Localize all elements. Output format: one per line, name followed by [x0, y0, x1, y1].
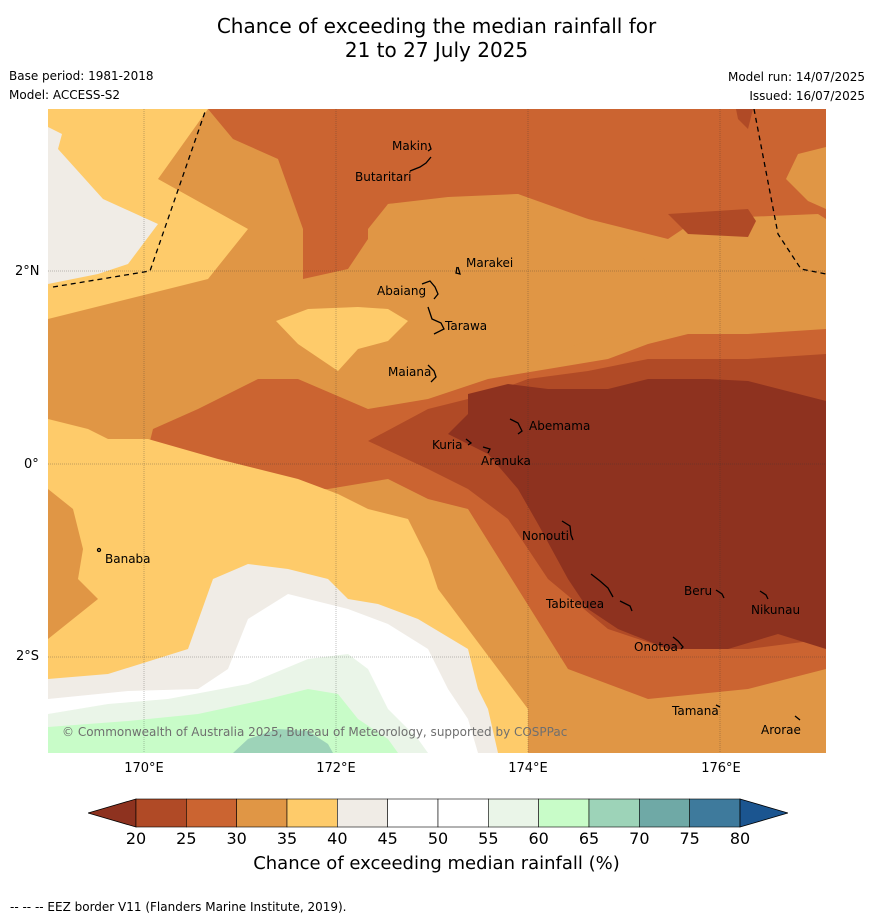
colorbar-under-arrow [88, 798, 137, 828]
colorbar-tick-label: 60 [528, 829, 549, 848]
label-kuria: Kuria [432, 438, 463, 452]
onotoa-island [672, 636, 684, 650]
label-tarawa: Tarawa [444, 319, 487, 333]
maiana-island [427, 364, 437, 383]
region-30-35-northeast [786, 147, 826, 209]
region-35-40-lens [276, 307, 408, 371]
lat-label-2s: 2°S [16, 649, 40, 664]
region-40-45-northwest [48, 127, 158, 284]
label-beru: Beru [684, 584, 712, 598]
region-65-70 [233, 729, 333, 753]
butaritari-island [409, 156, 432, 172]
colorbar-tick-label: 50 [427, 829, 449, 848]
banaba-island [96, 547, 102, 553]
colorbar-segment [387, 798, 439, 828]
lon-label-176e: 176°E [701, 761, 741, 776]
label-abemama: Abemama [529, 419, 590, 433]
label-arorae: Arorae [761, 723, 801, 737]
lon-label-172e: 172°E [316, 761, 356, 776]
copyright-notice: © Commonwealth of Australia 2025, Bureau… [62, 725, 567, 739]
island-outlines [96, 142, 801, 721]
colorbar-segment [488, 798, 539, 828]
colorbar-tick-label: 35 [276, 829, 298, 848]
colorbar-tick-label: 70 [629, 829, 650, 848]
chart-title-line2: 21 to 27 July 2025 [344, 38, 529, 62]
eez-border-east [753, 109, 826, 275]
makin-island [427, 142, 432, 152]
colorbar-tick-label: 75 [679, 829, 700, 848]
label-onotoa: Onotoa [634, 640, 678, 654]
tamana-island [715, 704, 721, 708]
label-marakei: Marakei [466, 256, 513, 270]
colorbar-segment [337, 798, 388, 828]
colorbar-segment [437, 798, 489, 828]
aranuka-island [482, 446, 491, 454]
region-20-25-northeast-edge [736, 109, 753, 129]
arorae-island [794, 715, 801, 721]
colorbar-tick-label: 20 [125, 829, 147, 848]
colorbar-segment [588, 798, 640, 828]
colorbar-tick-label: 30 [226, 829, 247, 848]
colorbar-segment [689, 798, 741, 828]
colorbar-label: Chance of exceeding median rainfall (%) [253, 853, 620, 874]
label-nikunau: Nikunau [751, 603, 800, 617]
colorbar-tick-label: 25 [176, 829, 197, 848]
beru-island [715, 589, 725, 599]
region-25-30-north [208, 109, 826, 279]
region-20-25-northeast [668, 209, 756, 237]
colorbar-tick-label: 55 [478, 829, 499, 848]
colorbar-segment [186, 798, 237, 828]
colorbar-segment [538, 798, 590, 828]
abemama-island [509, 418, 523, 435]
eez-border-footnote: -- -- -- EEZ border V11 (Flanders Marine… [10, 900, 347, 914]
abaiang-island [421, 280, 439, 300]
tabiteuea-south-island [619, 600, 633, 612]
lat-label-2n: 2°N [15, 264, 40, 279]
rainfall-map: Makin Butaritari Marakei Abaiang Tarawa … [48, 109, 826, 753]
colorbar-tick-label: 65 [578, 829, 600, 848]
chart-title-line1: Chance of exceeding the median rainfall … [216, 14, 657, 38]
region-30-35-west-edge [48, 489, 98, 639]
colorbar-segment [286, 798, 338, 828]
map-svg: Makin Butaritari Marakei Abaiang Tarawa … [48, 109, 826, 753]
label-butaritari: Butaritari [355, 170, 412, 184]
label-tabiteuea: Tabiteuea [545, 597, 604, 611]
colorbar-tick-label: 40 [327, 829, 348, 848]
model-run: Model run: 14/07/2025 [727, 70, 865, 84]
lat-label-0: 0° [24, 457, 39, 472]
colorbar-tick-label: 80 [729, 829, 751, 848]
tarawa-island [427, 306, 445, 335]
label-tamana: Tamana [671, 704, 719, 718]
label-abaiang: Abaiang [377, 284, 426, 298]
label-banaba: Banaba [105, 552, 151, 566]
colorbar-segment [236, 798, 288, 828]
region-under-20-core [448, 379, 826, 649]
region-30-35-north-lobe [358, 194, 668, 389]
label-aranuka: Aranuka [481, 454, 531, 468]
map-gridlines [48, 109, 826, 753]
colorbar [88, 798, 788, 828]
marakei-island [455, 266, 461, 275]
model-name: Model: ACCESS-S2 [9, 88, 121, 102]
nonouti-island [561, 520, 574, 541]
label-nonouti: Nonouti [522, 529, 569, 543]
tabiteuea-north-island [590, 573, 614, 598]
lon-label-174e: 174°E [508, 761, 548, 776]
colorbar-over-arrow [739, 798, 788, 828]
nikunau-island [759, 590, 769, 600]
colorbar-tick-label: 45 [377, 829, 398, 848]
colorbar-segment [639, 798, 690, 828]
base-period: Base period: 1981-2018 [9, 69, 154, 83]
issued-date: Issued: 16/07/2025 [749, 89, 865, 103]
colorbar-segment [135, 798, 187, 828]
label-makin: Makin [392, 139, 428, 153]
label-maiana: Maiana [388, 365, 431, 379]
kuria-island [465, 438, 473, 446]
lon-label-170e: 170°E [124, 761, 164, 776]
